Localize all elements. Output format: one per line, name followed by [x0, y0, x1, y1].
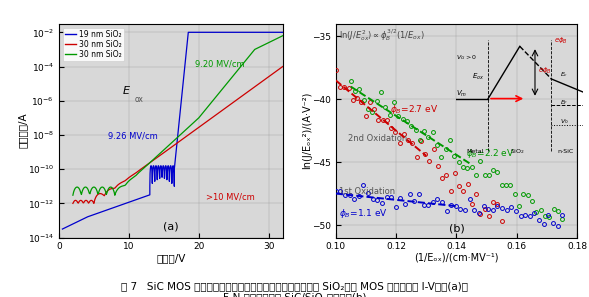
Text: $\phi_B$=2.7 eV: $\phi_B$=2.7 eV [390, 103, 438, 116]
Text: 9.20 MV/cm: 9.20 MV/cm [196, 59, 245, 69]
Text: $E_{ox}$: $E_{ox}$ [472, 72, 484, 82]
X-axis label: 门电压/V: 门电压/V [156, 253, 186, 263]
Text: n-SiC: n-SiC [558, 149, 574, 154]
Text: (a): (a) [163, 221, 178, 231]
Text: $\phi_B$=2.2 eV: $\phi_B$=2.2 eV [465, 147, 514, 160]
Text: >10 MV/cm: >10 MV/cm [206, 193, 254, 202]
Text: $E_F$: $E_F$ [560, 98, 569, 107]
Text: $V_m$: $V_m$ [456, 89, 468, 99]
Text: 2nd Oxidation: 2nd Oxidation [348, 134, 407, 143]
Text: $V_0$: $V_0$ [560, 117, 569, 126]
Y-axis label: 阻断电流/A: 阻断电流/A [18, 113, 28, 148]
Text: 1st Oxidation: 1st Oxidation [339, 187, 395, 195]
Text: (b): (b) [449, 223, 464, 233]
Text: Metal: Metal [466, 149, 484, 154]
Text: 9.26 MV/cm: 9.26 MV/cm [108, 131, 158, 140]
X-axis label: (1/Eₒₓ)/(cm·MV⁻¹): (1/Eₒₓ)/(cm·MV⁻¹) [414, 253, 499, 263]
Text: 图 7   SiC MOS 结构击穿场强测试：一次氧化、二次氧化生长 SiO₂薄膜 MOS 结构电击穿 I-V曲线(a)及: 图 7 SiC MOS 结构击穿场强测试：一次氧化、二次氧化生长 SiO₂薄膜 … [121, 282, 468, 292]
Text: SiO$_2$: SiO$_2$ [509, 148, 525, 157]
Text: $e\phi_B$: $e\phi_B$ [554, 35, 568, 46]
Text: $V_G>0$: $V_G>0$ [456, 53, 478, 62]
Text: $\phi_B$=1.1 eV: $\phi_B$=1.1 eV [339, 207, 388, 220]
Text: F-N 隙穿模型提取 SiC/SiO₂势垒高度(b): F-N 隙穿模型提取 SiC/SiO₂势垒高度(b) [223, 292, 366, 297]
Text: $e\phi_B$: $e\phi_B$ [538, 65, 551, 76]
Text: $\ln(J/E_{ox}^{2})\propto\phi_B^{3/2}(1/E_{ox})$: $\ln(J/E_{ox}^{2})\propto\phi_B^{3/2}(1/… [339, 28, 424, 43]
Y-axis label: ln(J/Eₒₓ²)/(A·V⁻²): ln(J/Eₒₓ²)/(A·V⁻²) [302, 92, 312, 169]
Text: $E_c$: $E_c$ [560, 70, 568, 79]
Text: ox: ox [134, 95, 143, 105]
Legend: 19 nm SiO₂, 30 nm SiO₂, 30 nm SiO₂: 19 nm SiO₂, 30 nm SiO₂, 30 nm SiO₂ [62, 28, 124, 61]
Text: $E$: $E$ [122, 84, 131, 96]
